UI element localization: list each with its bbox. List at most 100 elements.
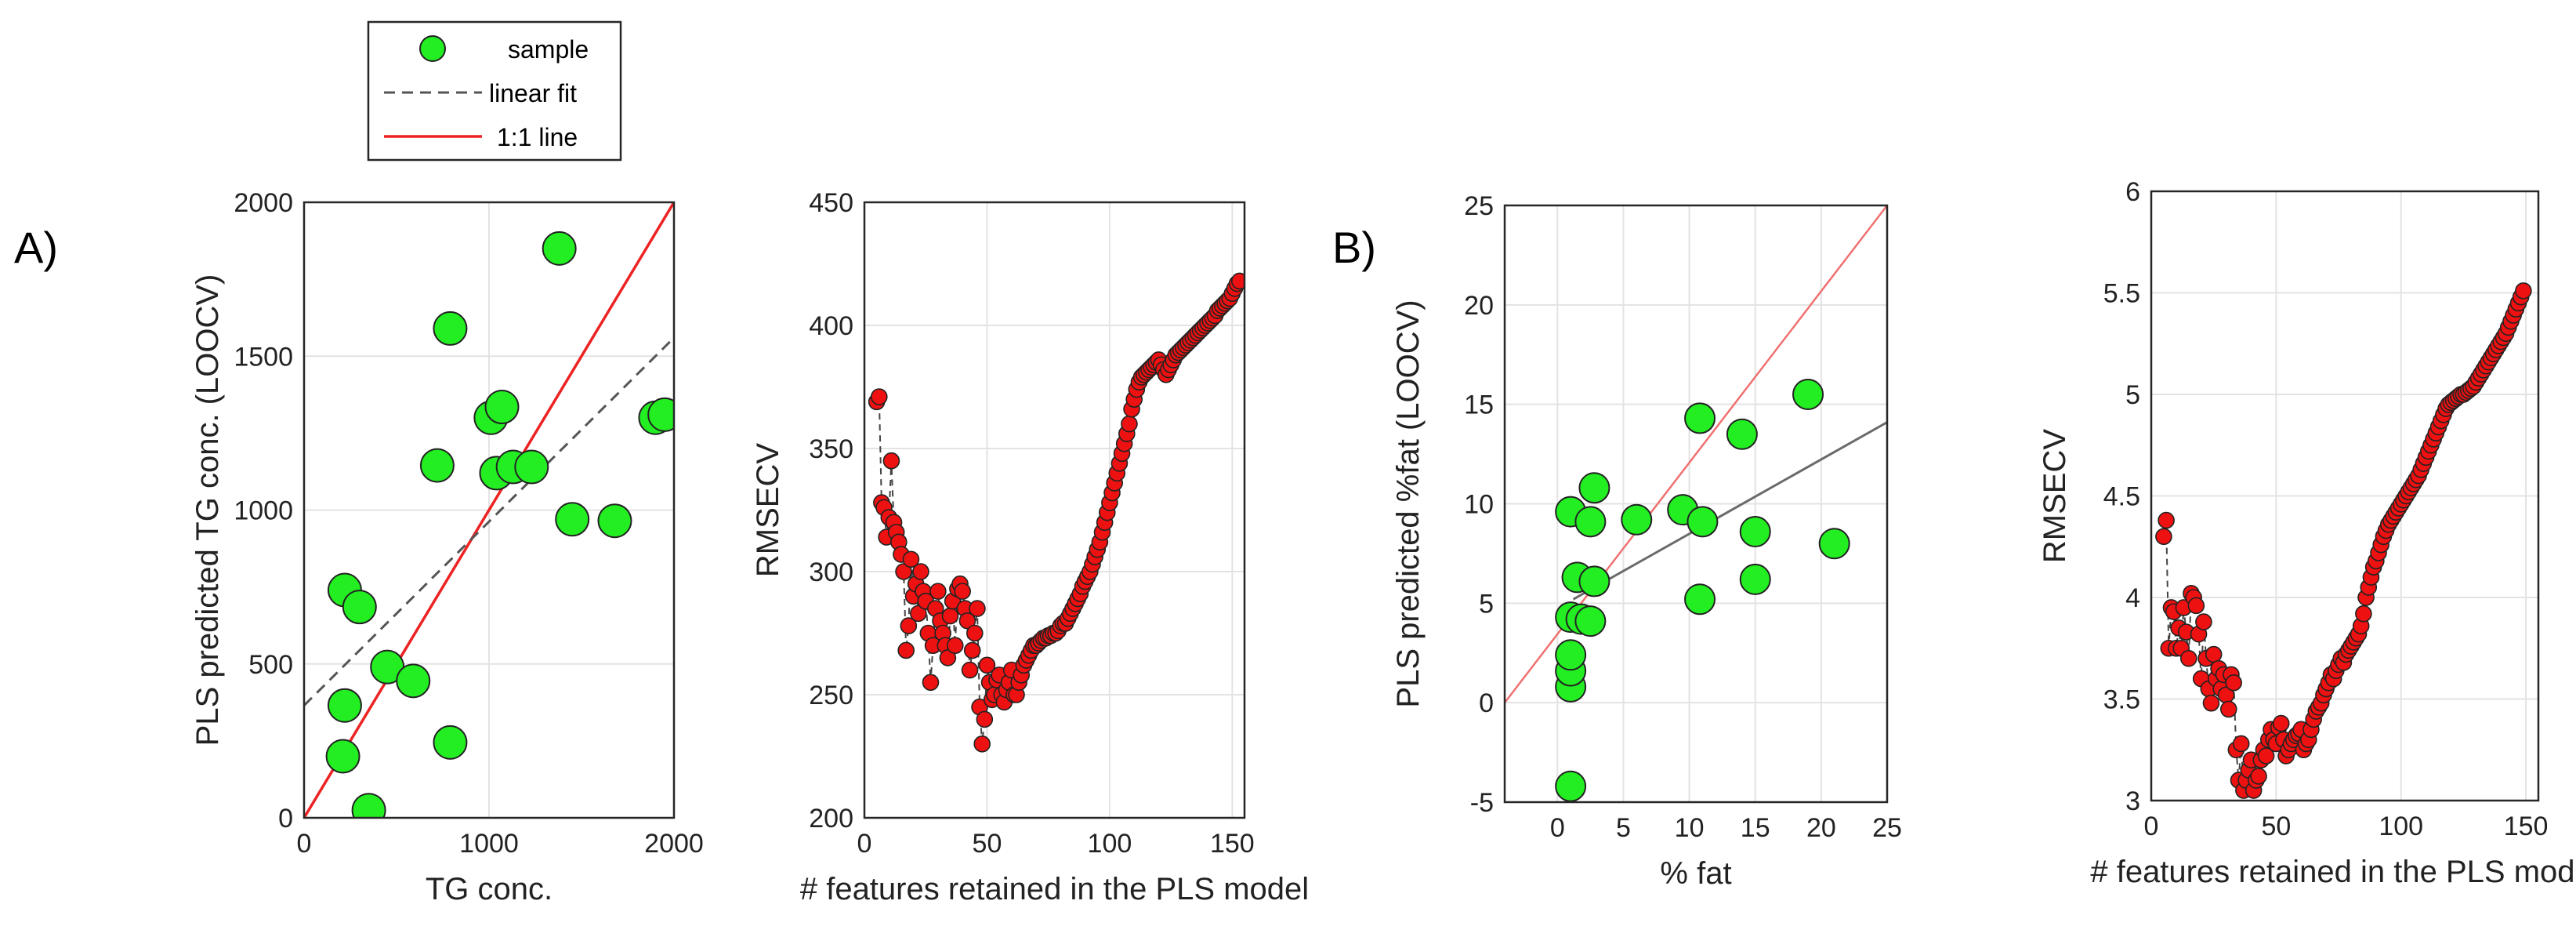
rmsecv-point (946, 637, 964, 655)
x-axis-label: % fat (1660, 856, 1731, 891)
y-tick-label: 4 (2125, 583, 2140, 613)
x-tick-label: 150 (2504, 812, 2549, 841)
x-axis-label: TG conc. (426, 872, 553, 906)
rmsecv-point (941, 607, 959, 625)
y-tick-label: 20 (1464, 291, 1494, 321)
x-tick-label: 50 (2261, 812, 2291, 841)
rmsecv-point (2232, 735, 2250, 753)
rmsecv-point (910, 605, 927, 623)
rmsecv-point (958, 612, 976, 630)
sample-point (325, 739, 360, 774)
y-tick-label: 5 (1479, 589, 1494, 619)
plot-content (1505, 205, 1887, 802)
legend-sample-marker (419, 35, 446, 62)
x-tick-label: 15 (1741, 813, 1770, 843)
sample-point (351, 793, 386, 818)
y-tick-label: 350 (809, 434, 853, 464)
legend: sample linear fit 1:1 line (367, 20, 622, 162)
sample-point (1792, 378, 1824, 410)
axes-frame (1503, 204, 1889, 804)
axes-frame (863, 201, 1246, 819)
y-tick-label: 0 (1479, 688, 1494, 718)
sample-point (484, 390, 520, 425)
y-axis-label: RMSECV (751, 443, 785, 577)
chart-fat-rmsecv: 0 50 100 150 3 3.5 4 4.5 5 5.5 6 # features retaine… (2038, 0, 2576, 889)
sample-point (555, 502, 590, 537)
y-axis-label: PLS predicted TG conc. (LOOCV) (190, 274, 225, 746)
rmsecv-point (961, 661, 979, 679)
axes-frame (2150, 190, 2540, 802)
rmsecv-point (2205, 645, 2223, 663)
rmsecv-point (912, 563, 929, 580)
legend-one-to-one-label: 1:1 line (497, 123, 578, 151)
rmsecv-point (2155, 528, 2172, 546)
rmsecv-point (929, 583, 947, 600)
x-tick-label: 0 (1550, 813, 1565, 843)
sample-point (647, 397, 674, 432)
y-tick-label: 5.5 (2103, 279, 2140, 309)
rmsecv-point (2515, 282, 2532, 300)
y-axis-label: RMSECV (2038, 429, 2072, 563)
panel-label-a: A) (14, 223, 58, 272)
y-tick-label: 1000 (234, 496, 293, 526)
sample-point (1574, 605, 1607, 637)
y-tick-label: -5 (1470, 788, 1494, 818)
rmsecv-point (966, 624, 984, 642)
sample-point (1574, 506, 1607, 538)
panel-label-b: B) (1332, 223, 1376, 272)
rmsecv-point (897, 641, 915, 659)
y-tick-label: 3.5 (2103, 685, 2140, 715)
sample-point (1578, 565, 1610, 597)
x-tick-label: 25 (1872, 813, 1902, 843)
y-tick-label: 3 (2125, 786, 2140, 816)
y-tick-label: 5 (2125, 380, 2140, 410)
legend-linear-fit-label: linear fit (489, 79, 577, 107)
x-tick-label: 0 (2144, 812, 2159, 841)
x-tick-label: 1000 (459, 829, 519, 859)
rmsecv-point (2220, 700, 2237, 718)
rmsecv-point (2257, 747, 2275, 764)
x-tick-label: 10 (1675, 813, 1705, 843)
linear-fit-line (304, 336, 674, 706)
rmsecv-point (922, 674, 940, 692)
sample-point (433, 311, 468, 346)
rmsecv-point (2518, 0, 2534, 8)
rmsecv-point (976, 710, 994, 728)
rmsecv-point (973, 735, 991, 753)
rmsecv-point (939, 649, 957, 666)
sample-point (1687, 506, 1719, 538)
y-tick-label: 2000 (234, 188, 293, 218)
x-tick-label: 100 (1088, 829, 1132, 859)
rmsecv-point (2180, 649, 2197, 667)
y-tick-label: 0 (278, 804, 293, 833)
y-tick-label: 15 (1464, 390, 1494, 420)
y-tick-label: 400 (809, 311, 853, 341)
plot-content (2155, 0, 2534, 799)
sample-point (1621, 503, 1653, 536)
rmsecv-point (895, 563, 912, 580)
x-tick-label: 5 (1616, 813, 1631, 843)
rmsecv-point (870, 388, 888, 405)
plot-content (304, 202, 674, 818)
rmsecv-point (2187, 597, 2205, 615)
sample-point (1578, 472, 1610, 504)
sample-point (342, 590, 377, 625)
y-tick-label: 500 (248, 650, 293, 680)
sample-point (396, 663, 431, 699)
sample-point (327, 688, 362, 723)
x-axis-label: # features retained in the PLS model (2090, 855, 2576, 889)
y-tick-label: 25 (1464, 191, 1494, 221)
chart-fat-scatter: 0 5 10 15 20 25 -5 0 5 10 15 20 25 % fat PLS predicted… (1391, 191, 1902, 891)
sample-point (419, 448, 455, 483)
chart-tg-rmsecv: 0 50 100 150 200 250 300 350 400 450 # features re… (751, 188, 1309, 906)
y-tick-label: 10 (1464, 490, 1494, 520)
rmsecv-point (882, 452, 900, 470)
sample-point (1726, 418, 1758, 450)
plot-area (864, 202, 1245, 818)
x-tick-label: 2000 (644, 829, 704, 859)
x-axis-label: # features retained in the PLS model (800, 872, 1309, 906)
linear-fit-line (1572, 421, 1887, 601)
sample-point (433, 725, 468, 760)
y-tick-label: 4.5 (2103, 482, 2140, 512)
